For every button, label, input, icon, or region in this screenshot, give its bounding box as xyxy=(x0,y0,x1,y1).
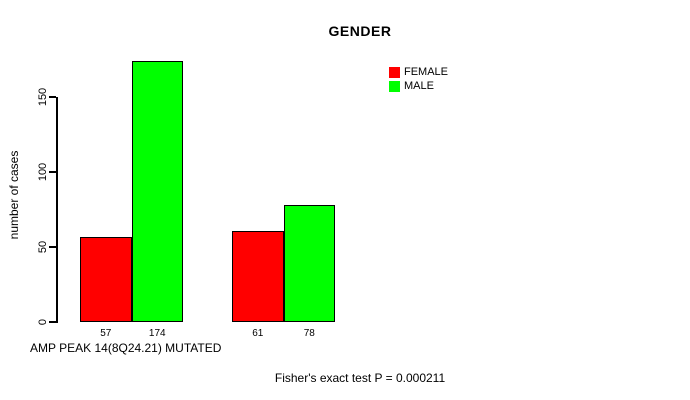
legend-label-female: FEMALE xyxy=(404,66,449,79)
legend-item-female: FEMALE xyxy=(389,66,448,80)
bar-male xyxy=(283,205,335,322)
bar-value-label: 174 xyxy=(148,328,166,339)
y-axis-label: number of cases xyxy=(7,150,21,240)
y-tick-label: 100 xyxy=(37,162,49,182)
legend-label-male: MALE xyxy=(404,79,434,92)
bar-male xyxy=(131,61,183,322)
y-tick-label: 150 xyxy=(37,87,49,107)
legend-item-male: MALE xyxy=(389,80,448,94)
bar-value-label: 61 xyxy=(252,328,264,339)
y-tick-mark xyxy=(49,321,56,323)
y-tick-mark xyxy=(49,246,56,248)
x-axis-caption: AMP PEAK 14(8Q24.21) MUTATED xyxy=(30,341,222,355)
bar-value-label: 57 xyxy=(100,328,112,339)
bar-female xyxy=(80,236,132,322)
y-tick-label: 0 xyxy=(37,318,49,326)
y-axis-line xyxy=(56,97,58,323)
bar-female xyxy=(232,230,284,322)
y-tick-mark xyxy=(49,96,56,98)
fisher-test-footnote: Fisher's exact test P = 0.000211 xyxy=(274,371,446,385)
bar-value-label: 78 xyxy=(303,328,315,339)
male-color-swatch xyxy=(389,80,400,92)
y-tick-mark xyxy=(49,171,56,173)
y-tick-label: 50 xyxy=(37,240,49,254)
legend: FEMALE MALE xyxy=(389,66,448,93)
chart-title: GENDER xyxy=(328,23,392,39)
female-color-swatch xyxy=(389,67,400,79)
